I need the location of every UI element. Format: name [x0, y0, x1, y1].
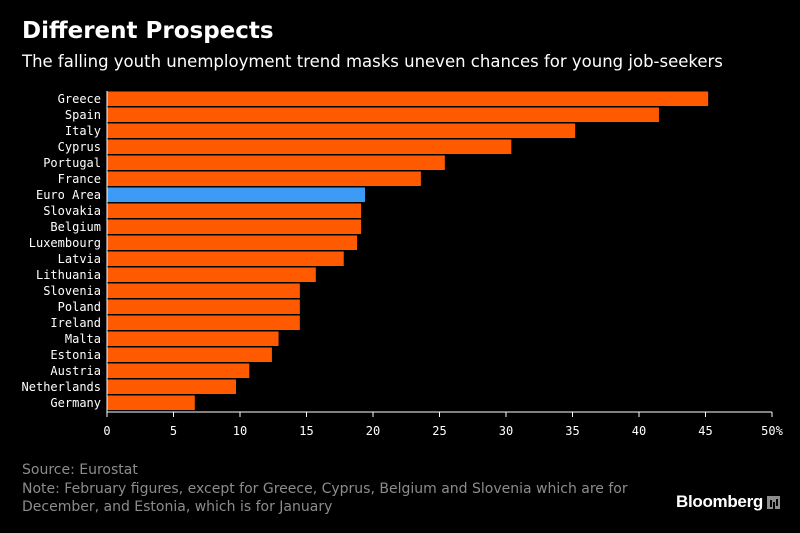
bar-netherlands	[107, 379, 237, 394]
x-tick-label: 35	[565, 424, 579, 438]
bar-estonia	[107, 347, 272, 362]
category-label: Estonia	[50, 348, 101, 362]
bar-france	[107, 171, 421, 186]
x-tick-label: 25	[432, 424, 446, 438]
category-label: Italy	[65, 124, 101, 138]
bar-slovakia	[107, 203, 362, 218]
bar-greece	[107, 91, 709, 106]
category-label: Poland	[58, 300, 101, 314]
category-label: Cyprus	[58, 140, 101, 154]
category-label: Slovenia	[43, 284, 101, 298]
bar-malta	[107, 331, 279, 346]
source-text: Source: Eurostat	[22, 462, 138, 478]
bar-germany	[107, 395, 195, 410]
category-label: Belgium	[50, 220, 101, 234]
category-label: Lithuania	[36, 268, 101, 282]
x-tick-label: 15	[299, 424, 313, 438]
category-label: Euro Area	[36, 188, 101, 202]
bar-chart: Greece Spain Italy Cyprus Portugal France Euro…	[22, 91, 784, 438]
category-label: Malta	[65, 332, 101, 346]
bar-lithuania	[107, 267, 316, 282]
bar-ireland	[107, 315, 300, 330]
bar-austria	[107, 363, 250, 378]
category-label: Portugal	[43, 156, 101, 170]
brand-name: Bloomberg	[675, 492, 763, 511]
category-label: Ireland	[50, 316, 101, 330]
category-label: Greece	[58, 92, 101, 106]
bar-italy	[107, 123, 576, 138]
category-label: France	[58, 172, 101, 186]
x-tick-label: 40	[632, 424, 646, 438]
category-label: Slovakia	[43, 204, 101, 218]
category-label: Germany	[50, 396, 101, 410]
category-label: Spain	[65, 108, 101, 122]
x-tick-label: 5	[170, 424, 177, 438]
brand-logo: Bloomberg	[676, 492, 780, 512]
x-tick-label: 50%	[761, 424, 783, 438]
bar-latvia	[107, 251, 344, 266]
bar-belgium	[107, 219, 362, 234]
x-tick-label: 20	[366, 424, 380, 438]
x-tick-label: 10	[233, 424, 247, 438]
bar-slovenia	[107, 283, 300, 298]
category-label: Latvia	[58, 252, 101, 266]
bar-luxembourg	[107, 235, 358, 250]
note-text: Note: February figures, except for Greec…	[22, 481, 628, 515]
x-tick-label: 30	[499, 424, 513, 438]
category-label: Netherlands	[22, 380, 101, 394]
bloomberg-chart-icon	[767, 495, 780, 509]
x-tick-label: 45	[698, 424, 712, 438]
bar-euro-area	[107, 187, 366, 202]
chart-title: Different Prospects	[22, 18, 274, 44]
bar-cyprus	[107, 139, 512, 154]
chart-subtitle: The falling youth unemployment trend mas…	[22, 52, 723, 71]
x-tick-label: 0	[103, 424, 110, 438]
bar-spain	[107, 107, 659, 122]
category-label: Austria	[50, 364, 101, 378]
category-label: Luxembourg	[29, 236, 101, 250]
bar-portugal	[107, 155, 445, 170]
bar-poland	[107, 299, 300, 314]
